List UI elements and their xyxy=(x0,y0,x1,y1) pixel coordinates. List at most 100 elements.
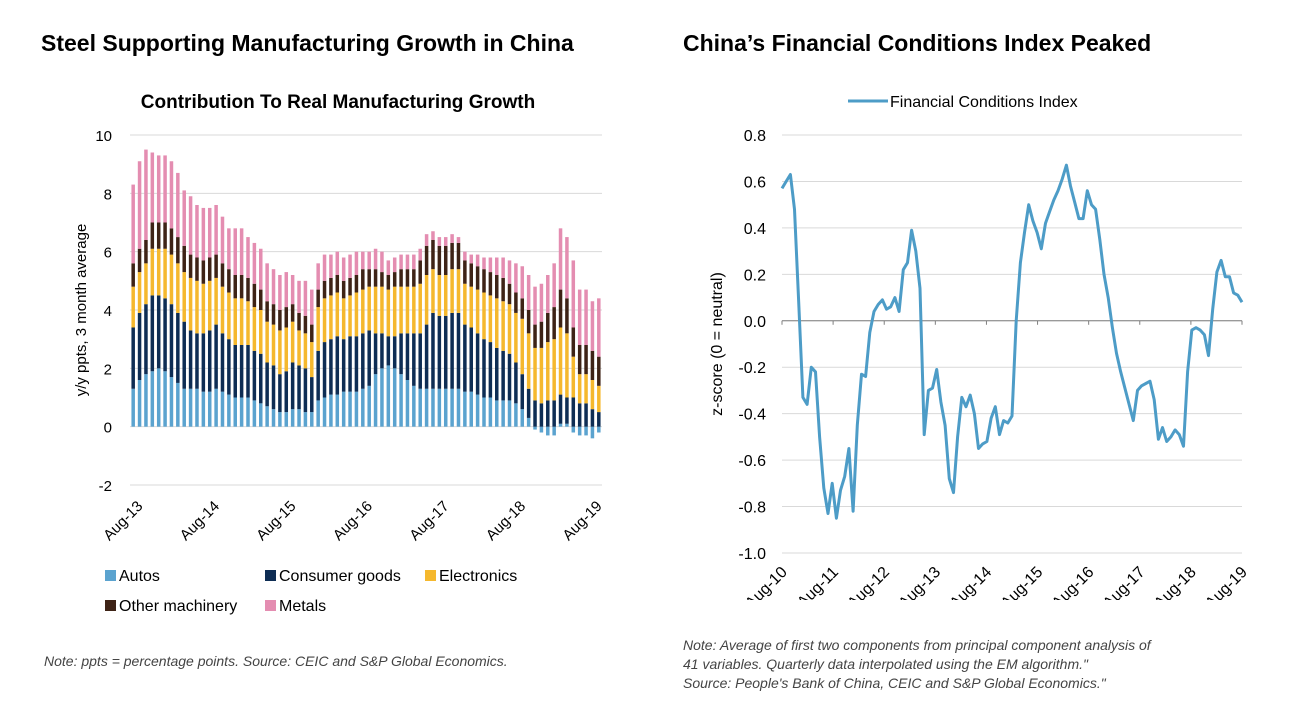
bar-segment xyxy=(565,237,569,298)
bar-segment xyxy=(533,348,537,401)
bar-segment xyxy=(521,374,525,409)
bar-segment xyxy=(182,389,186,427)
bar-segment xyxy=(527,310,531,333)
bar-segment xyxy=(552,400,556,426)
y-tick-label: -2 xyxy=(99,478,112,495)
bar-segment xyxy=(565,333,569,397)
bar-segment xyxy=(572,357,576,398)
bar-segment xyxy=(297,281,301,313)
bar-segment xyxy=(418,333,422,388)
bar-segment xyxy=(253,307,257,351)
bar-segment xyxy=(495,258,499,276)
bar-segment xyxy=(476,333,480,394)
bar-segment xyxy=(189,255,193,278)
bar-segment xyxy=(559,395,563,424)
bar-segment xyxy=(527,333,531,388)
bar-segment xyxy=(425,389,429,427)
bar-segment xyxy=(540,322,544,348)
bar-segment xyxy=(533,427,537,430)
right-panel-heading: China’s Financial Conditions Index Peake… xyxy=(683,30,1151,57)
bar-segment xyxy=(227,293,231,340)
legend-label: Electronics xyxy=(439,568,517,585)
bar-segment xyxy=(355,293,359,337)
bar-segment xyxy=(508,400,512,426)
bar-segment xyxy=(501,258,505,278)
bar-segment xyxy=(278,330,282,374)
bar-segment xyxy=(170,377,174,427)
bar-segment xyxy=(489,295,493,342)
bar-segment xyxy=(546,313,550,342)
bar-segment xyxy=(367,330,371,385)
chart-title: Contribution To Real Manufacturing Growt… xyxy=(141,92,535,113)
bar-segment xyxy=(297,313,301,331)
bar-segment xyxy=(297,330,301,365)
bar-segment xyxy=(489,272,493,295)
bar-segment xyxy=(489,342,493,397)
bar-segment xyxy=(310,290,314,325)
bar-segment xyxy=(546,427,550,436)
bar-segment xyxy=(310,325,314,343)
y-tick-label: 8 xyxy=(104,186,112,203)
bar-segment xyxy=(508,304,512,354)
bar-segment xyxy=(469,328,473,392)
bar-segment xyxy=(540,427,544,433)
bar-segment xyxy=(438,316,442,389)
bar-segment xyxy=(259,290,263,310)
bar-segment xyxy=(202,392,206,427)
bar-segment xyxy=(170,304,174,377)
y-tick-label: 4 xyxy=(104,303,112,320)
bar-segment xyxy=(457,313,461,389)
bar-segment xyxy=(151,223,155,249)
bar-segment xyxy=(131,328,135,389)
bar-segment xyxy=(508,284,512,304)
bar-segment xyxy=(533,287,537,325)
bar-segment xyxy=(572,260,576,327)
financial-conditions-chart: 0.80.60.40.20.0-0.2-0.4-0.6-0.8-1.0Aug-1… xyxy=(650,80,1290,600)
bar-segment xyxy=(489,258,493,273)
bar-segment xyxy=(476,395,480,427)
bar-segment xyxy=(450,243,454,269)
bar-segment xyxy=(565,298,569,333)
bar-segment xyxy=(348,336,352,391)
bar-segment xyxy=(208,330,212,391)
bar-segment xyxy=(431,231,435,240)
bar-segment xyxy=(546,275,550,313)
bar-segment xyxy=(463,325,467,392)
bar-segment xyxy=(278,275,282,310)
bar-segment xyxy=(329,395,333,427)
bar-segment xyxy=(361,252,365,270)
bar-segment xyxy=(336,336,340,394)
right-note-line: 41 variables. Quarterly data interpolate… xyxy=(683,655,1283,674)
bar-segment xyxy=(157,295,161,368)
bar-segment xyxy=(240,345,244,398)
bar-segment xyxy=(444,275,448,316)
bar-segment xyxy=(482,269,486,292)
x-tick-label: Aug-16 xyxy=(330,498,376,544)
bar-segment xyxy=(323,255,327,281)
bar-segment xyxy=(438,237,442,246)
y-tick-label: 2 xyxy=(104,361,112,378)
bar-segment xyxy=(246,345,250,398)
bar-segment xyxy=(221,287,225,334)
bar-segment xyxy=(304,333,308,368)
bar-segment xyxy=(246,237,250,278)
bar-segment xyxy=(233,345,237,398)
legend-label: Metals xyxy=(279,598,326,615)
bar-segment xyxy=(457,269,461,313)
bar-segment xyxy=(304,368,308,412)
bar-segment xyxy=(584,374,588,403)
bar-segment xyxy=(406,380,410,427)
bar-segment xyxy=(342,392,346,427)
bar-segment xyxy=(578,403,582,426)
bar-segment xyxy=(208,208,212,258)
bar-segment xyxy=(151,371,155,426)
bar-segment xyxy=(501,278,505,301)
bar-segment xyxy=(572,427,576,433)
bar-segment xyxy=(514,293,518,313)
left-panel-note: Note: ppts = percentage points. Source: … xyxy=(44,652,508,671)
bar-segment xyxy=(233,228,237,275)
legend-label: Autos xyxy=(119,568,160,585)
bar-segment xyxy=(406,287,410,334)
bar-segment xyxy=(546,342,550,400)
bar-segment xyxy=(380,368,384,426)
